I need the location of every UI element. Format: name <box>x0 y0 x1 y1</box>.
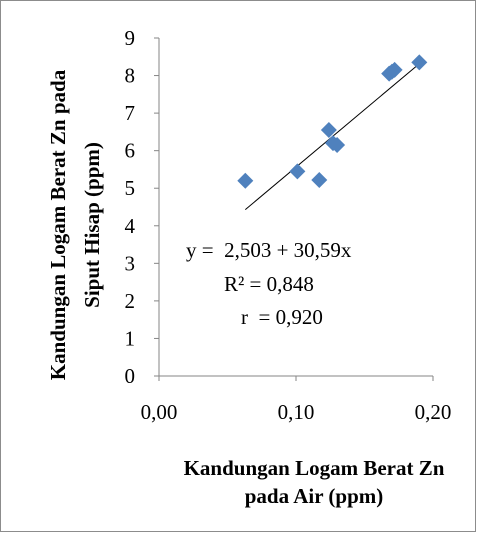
data-point <box>329 137 346 154</box>
x-tick-label: 0,00 <box>141 400 178 424</box>
y-axis-title-line-1: Kandungan Logam Berat Zn pada <box>46 69 70 380</box>
data-point <box>320 122 337 139</box>
y-tick-label: 6 <box>125 139 136 163</box>
y-axis-ticks: 0 1 2 3 4 5 6 7 8 9 <box>125 26 159 388</box>
regression-annotations: y = 2,503 + 30,59x R² = 0,848 r = 0,920 <box>186 238 352 329</box>
x-tick-label: 0,20 <box>415 400 452 424</box>
x-axis-title-line-2: pada Air (ppm) <box>245 484 383 508</box>
y-tick-label: 5 <box>125 176 136 200</box>
y-tick-label: 4 <box>125 214 136 238</box>
y-tick-label: 9 <box>125 26 136 50</box>
data-points <box>237 54 428 189</box>
y-tick-label: 2 <box>125 289 136 313</box>
y-axis-title: Kandungan Logam Berat Zn pada Siput Hisa… <box>46 69 104 380</box>
x-tick-label: 0,10 <box>278 400 315 424</box>
data-point <box>411 54 428 71</box>
y-axis-title-line-2: Siput Hisap (ppm) <box>80 142 104 308</box>
y-tick-label: 7 <box>125 101 136 125</box>
y-tick-label: 8 <box>125 64 136 88</box>
x-axis-title-line-1: Kandungan Logam Berat Zn <box>184 456 445 480</box>
r-squared-label: R² = 0,848 <box>224 272 314 296</box>
correlation-label: r = 0,920 <box>241 305 323 329</box>
x-axis-ticks: 0,00 0,10 0,20 <box>141 376 452 424</box>
data-point <box>237 172 254 189</box>
y-tick-label: 0 <box>125 364 136 388</box>
regression-equation: y = 2,503 + 30,59x <box>186 238 352 262</box>
y-tick-label: 3 <box>125 251 136 275</box>
x-axis-title: Kandungan Logam Berat Zn pada Air (ppm) <box>184 456 445 508</box>
y-tick-label: 1 <box>125 326 136 350</box>
data-point <box>289 163 306 180</box>
data-point <box>386 61 403 78</box>
data-point <box>311 171 328 188</box>
